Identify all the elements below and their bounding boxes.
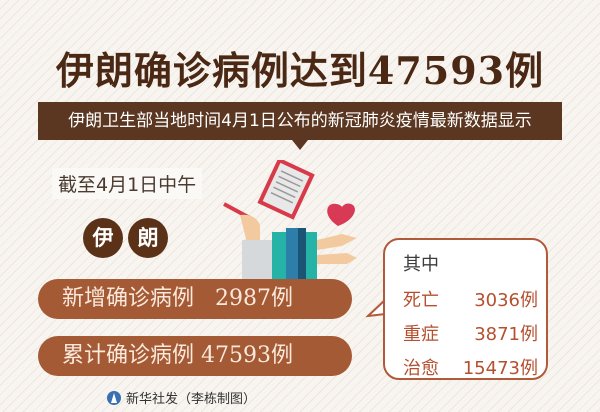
subtitle-banner: 伊朗卫生部当地时间4月1日公布的新冠肺炎疫情最新数据显示 <box>38 102 562 140</box>
severe-row: 重症 3871例 <box>403 320 538 346</box>
country-char-2: 朗 <box>128 218 168 258</box>
recovered-value: 15473例 <box>462 358 538 379</box>
xinhua-logo-icon <box>107 390 121 405</box>
breakdown-heading: 其中 <box>403 254 439 275</box>
as-of-date: 截至4月1日中午 <box>52 168 203 199</box>
doctor-illustration-icon <box>223 160 357 282</box>
severe-label: 重症 <box>403 324 439 345</box>
credit: 新华社发（李栋制图） <box>106 388 256 407</box>
new-cases-value: 2987例 <box>215 286 293 311</box>
credit-text: 新华社发（李栋制图） <box>126 392 257 407</box>
total-cases-pill: 累计确诊病例 47593例 <box>38 336 352 376</box>
severe-value: 3871例 <box>474 324 538 345</box>
new-cases-pill: 新增确诊病例 2987例 <box>38 279 352 319</box>
headline: 伊朗确诊病例达到47593例 <box>55 48 545 93</box>
deaths-label: 死亡 <box>403 290 439 311</box>
banner-pointer <box>292 140 308 150</box>
country-char-1: 伊 <box>83 218 123 258</box>
total-cases-label: 累计确诊病例 <box>62 343 195 368</box>
new-cases-label: 新增确诊病例 <box>62 286 195 311</box>
total-cases-value: 47593例 <box>201 343 294 368</box>
breakdown-bubble: 其中 死亡 3036例 重症 3871例 治愈 15473例 <box>383 238 548 380</box>
recovered-row: 治愈 15473例 <box>403 354 538 380</box>
deaths-row: 死亡 3036例 <box>403 286 538 312</box>
deaths-value: 3036例 <box>474 290 538 311</box>
recovered-label: 治愈 <box>403 358 439 379</box>
